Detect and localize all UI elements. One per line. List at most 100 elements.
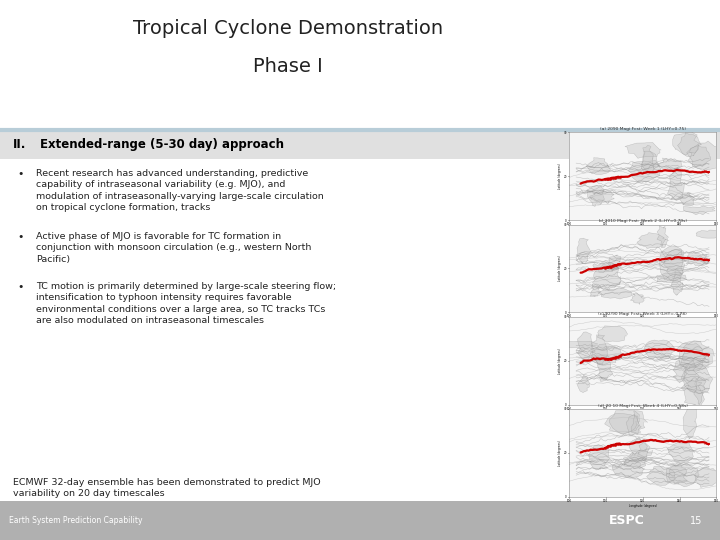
Polygon shape: [660, 246, 685, 281]
Point: [609, 353, 621, 362]
Point: [601, 263, 613, 272]
Point: [614, 352, 626, 360]
Point: [608, 441, 619, 449]
Polygon shape: [642, 145, 654, 173]
Point: [609, 173, 621, 182]
Polygon shape: [688, 146, 711, 167]
Text: TC motion is primarily determined by large-scale steering flow;
intensification : TC motion is primarily determined by lar…: [36, 282, 336, 326]
Polygon shape: [683, 404, 697, 439]
Polygon shape: [629, 160, 661, 183]
Y-axis label: Latitude (degrees): Latitude (degrees): [558, 255, 562, 281]
Polygon shape: [631, 411, 647, 433]
Text: Tropical Cyclone Demonstration: Tropical Cyclone Demonstration: [133, 19, 443, 38]
Point: [604, 442, 616, 450]
Point: [609, 440, 621, 449]
Polygon shape: [590, 343, 624, 365]
Bar: [0, 130, 720, 159]
Polygon shape: [657, 158, 682, 170]
Point: [608, 261, 619, 270]
X-axis label: Longitude (degrees): Longitude (degrees): [629, 412, 657, 416]
X-axis label: Longitude (degrees): Longitude (degrees): [629, 320, 657, 324]
Polygon shape: [638, 442, 653, 461]
Polygon shape: [598, 326, 628, 342]
Polygon shape: [589, 444, 610, 469]
Polygon shape: [680, 343, 706, 372]
Point: [601, 443, 613, 452]
Polygon shape: [612, 459, 644, 478]
Polygon shape: [694, 376, 706, 406]
Point: [603, 355, 614, 363]
Point: [604, 174, 616, 183]
Polygon shape: [587, 185, 604, 206]
Polygon shape: [593, 265, 621, 291]
Polygon shape: [560, 341, 598, 349]
Point: [604, 262, 616, 271]
Text: Extended-range (5-30 day) approach: Extended-range (5-30 day) approach: [40, 138, 284, 151]
Polygon shape: [626, 414, 642, 435]
Bar: [0, 501, 720, 540]
Polygon shape: [683, 206, 715, 215]
Point: [609, 261, 621, 269]
Polygon shape: [631, 294, 645, 305]
Text: Earth System Prediction Capability: Earth System Prediction Capability: [9, 516, 142, 525]
Polygon shape: [642, 151, 660, 172]
Polygon shape: [671, 270, 683, 295]
Point: [612, 440, 624, 448]
Point: [606, 173, 617, 182]
Polygon shape: [678, 341, 714, 372]
Point: [603, 174, 614, 183]
Text: ECMWF 32-day ensemble has been demonstrated to predict MJO
variability on 20 day: ECMWF 32-day ensemble has been demonstra…: [13, 478, 320, 498]
X-axis label: Longitude (degrees): Longitude (degrees): [629, 504, 657, 508]
Title: (c) 92/90 Magi Fcst: Week 3 (LHY=-0.78): (c) 92/90 Magi Fcst: Week 3 (LHY=-0.78): [598, 312, 687, 315]
Point: [611, 173, 622, 182]
Text: •: •: [17, 282, 23, 292]
Polygon shape: [596, 357, 613, 382]
Polygon shape: [625, 143, 661, 158]
Point: [612, 260, 624, 269]
Text: Magi: Magi: [703, 258, 711, 262]
Polygon shape: [673, 361, 688, 383]
Polygon shape: [590, 284, 600, 296]
Point: [599, 175, 611, 184]
Polygon shape: [681, 364, 713, 393]
Point: [614, 173, 626, 181]
Polygon shape: [598, 288, 635, 299]
Text: Magi: Magi: [703, 353, 711, 357]
Polygon shape: [678, 192, 695, 206]
Point: [601, 174, 613, 183]
Point: [601, 355, 613, 363]
Polygon shape: [667, 167, 684, 201]
Polygon shape: [577, 332, 595, 360]
Point: [612, 172, 624, 181]
Point: [611, 440, 622, 448]
Point: [603, 263, 614, 272]
Polygon shape: [605, 413, 639, 434]
Point: [608, 173, 619, 182]
X-axis label: Longitude (degrees): Longitude (degrees): [629, 228, 657, 232]
Polygon shape: [629, 437, 647, 461]
Text: •: •: [17, 232, 23, 242]
Point: [603, 442, 614, 450]
Point: [614, 439, 626, 448]
Polygon shape: [608, 255, 621, 270]
Text: 15: 15: [690, 516, 702, 525]
Title: (a) 2090 Magi Fcst: Week 1 (LHY=0.75): (a) 2090 Magi Fcst: Week 1 (LHY=0.75): [600, 127, 685, 131]
Polygon shape: [590, 191, 614, 202]
Point: [614, 260, 626, 268]
Polygon shape: [678, 131, 699, 157]
Polygon shape: [591, 335, 608, 365]
Y-axis label: Latitude (degrees): Latitude (degrees): [558, 348, 562, 374]
Polygon shape: [577, 238, 591, 264]
Polygon shape: [687, 141, 720, 170]
Polygon shape: [667, 443, 695, 463]
Title: b) 2010 Magi Fcst: Week 2 (L-HY=0.79s): b) 2010 Magi Fcst: Week 2 (L-HY=0.79s): [598, 219, 687, 224]
Point: [612, 353, 624, 361]
Text: II.: II.: [13, 138, 27, 151]
Polygon shape: [666, 464, 699, 487]
Text: Phase I: Phase I: [253, 57, 323, 76]
Polygon shape: [593, 262, 620, 272]
Polygon shape: [577, 375, 590, 393]
Polygon shape: [695, 468, 720, 488]
Polygon shape: [672, 133, 701, 155]
Text: Magi: Magi: [703, 442, 711, 446]
